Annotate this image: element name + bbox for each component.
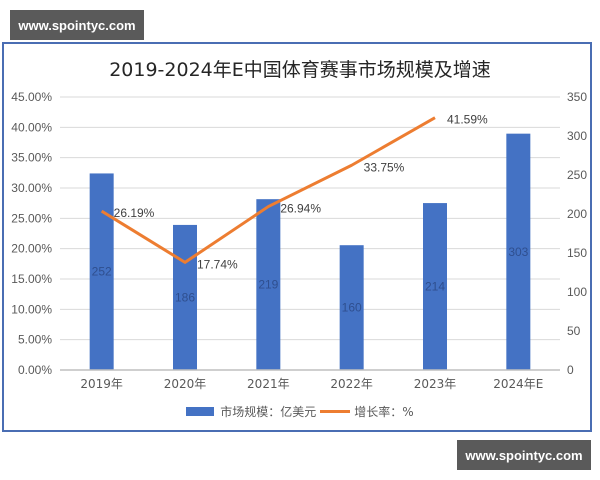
left-axis-tick: 0.00% xyxy=(18,363,52,377)
legend-line-swatch xyxy=(320,410,351,413)
left-axis-tick: 40.00% xyxy=(11,120,52,134)
bar xyxy=(89,173,114,370)
line-value-label: 17.74% xyxy=(197,257,238,271)
right-axis-tick: 250 xyxy=(567,168,587,182)
line-value-label: 26.19% xyxy=(114,206,155,220)
chart-title: 2019-2024年E中国体育赛事市场规模及增速 xyxy=(109,59,491,81)
left-axis-tick: 35.00% xyxy=(11,151,52,165)
x-axis-tick: 2021年 xyxy=(247,377,290,391)
bar xyxy=(423,203,447,370)
left-axis-tick: 5.00% xyxy=(18,333,52,347)
right-axis-tick: 100 xyxy=(567,285,587,299)
left-axis-tick: 45.00% xyxy=(11,90,52,104)
right-axis-tick: 300 xyxy=(567,129,587,143)
legend-line-label: 增长率：% xyxy=(354,405,414,419)
right-axis-tick: 50 xyxy=(567,324,581,338)
line-value-label: 41.59% xyxy=(447,113,488,127)
bar xyxy=(506,133,531,370)
bar-value-label: 160 xyxy=(342,301,362,315)
bar xyxy=(173,224,197,370)
watermark-badge-bottom: www.spointyc.com xyxy=(457,440,591,470)
line-value-label: 26.94% xyxy=(280,202,321,216)
watermark-badge-top: www.spointyc.com xyxy=(10,10,144,40)
x-axis-tick: 2019年 xyxy=(80,377,123,391)
bar-value-label: 303 xyxy=(508,245,528,259)
bar xyxy=(256,199,281,370)
left-axis-tick: 20.00% xyxy=(11,242,52,256)
bar xyxy=(339,245,364,370)
legend-bar-swatch xyxy=(186,407,215,416)
left-axis-tick: 25.00% xyxy=(11,211,52,225)
bar-value-label: 186 xyxy=(175,290,195,304)
right-axis-tick: 0 xyxy=(567,363,574,377)
left-axis-tick: 10.00% xyxy=(11,302,52,316)
bar-value-label: 214 xyxy=(425,280,445,294)
chart-legend: 市场规模：亿美元 增长率：% xyxy=(0,403,600,420)
legend-bar-label: 市场规模：亿美元 xyxy=(220,405,317,419)
x-axis-tick: 2020年 xyxy=(164,377,207,391)
left-axis-tick: 30.00% xyxy=(11,181,52,195)
x-axis-tick: 2022年 xyxy=(330,377,373,391)
x-axis-tick: 2024年E xyxy=(493,377,543,391)
bar-value-label: 219 xyxy=(258,278,278,292)
right-axis-tick: 150 xyxy=(567,246,587,260)
bar-value-label: 252 xyxy=(92,265,112,279)
growth-rate-line xyxy=(100,116,436,264)
x-axis-tick: 2023年 xyxy=(414,377,457,391)
right-axis-tick: 200 xyxy=(567,207,587,221)
right-axis-tick: 350 xyxy=(567,90,587,104)
left-axis-tick: 15.00% xyxy=(11,272,52,286)
line-value-label: 33.75% xyxy=(364,160,405,174)
